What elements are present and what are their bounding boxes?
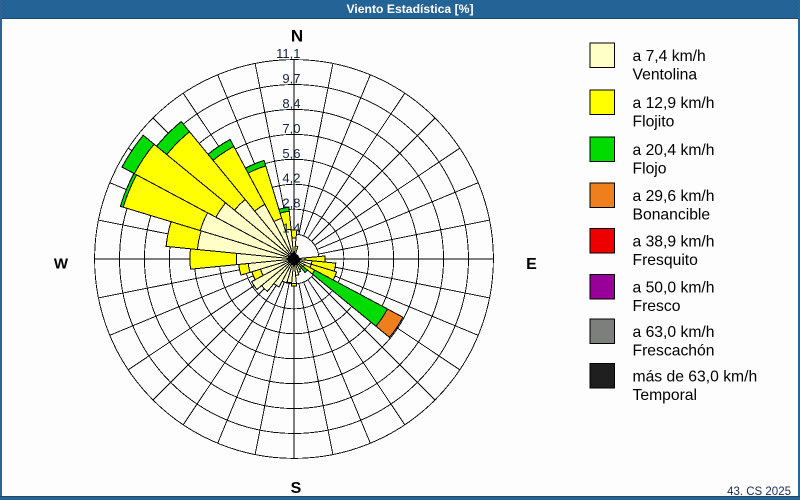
svg-text:a 7,4 km/h: a 7,4 km/h [633,48,706,65]
svg-text:5,6: 5,6 [282,146,300,161]
svg-text:7,0: 7,0 [282,121,300,136]
svg-text:1,4: 1,4 [282,221,300,236]
svg-text:Temporal: Temporal [633,387,698,404]
svg-text:a 29,6 km/h: a 29,6 km/h [633,188,715,205]
svg-text:a 63,0 km/h: a 63,0 km/h [633,324,715,341]
svg-text:Bonancible: Bonancible [633,206,711,223]
svg-text:4,2: 4,2 [282,171,300,186]
svg-text:Ventolina: Ventolina [633,66,698,83]
svg-text:Fresquito: Fresquito [633,252,699,269]
svg-text:N: N [291,27,303,46]
svg-text:9,7: 9,7 [282,71,300,86]
svg-text:a 20,4 km/h: a 20,4 km/h [633,142,715,159]
svg-text:W: W [54,256,69,273]
svg-text:2,8: 2,8 [282,196,300,211]
svg-text:Frescachón: Frescachón [633,342,715,359]
svg-text:Flojito: Flojito [633,113,675,130]
svg-text:Fresco: Fresco [633,298,681,315]
svg-text:8,4: 8,4 [282,96,300,111]
svg-text:11,1: 11,1 [276,46,300,61]
svg-text:más de 63,0 km/h: más de 63,0 km/h [633,368,758,385]
svg-text:43. CS 2025: 43. CS 2025 [727,486,791,498]
svg-text:a 12,9 km/h: a 12,9 km/h [633,95,715,112]
svg-text:S: S [291,480,302,497]
svg-text:a 38,9 km/h: a 38,9 km/h [633,233,715,250]
svg-text:E: E [526,256,537,273]
svg-text:a 50,0 km/h: a 50,0 km/h [633,279,715,296]
svg-text:Flojo: Flojo [633,160,667,177]
